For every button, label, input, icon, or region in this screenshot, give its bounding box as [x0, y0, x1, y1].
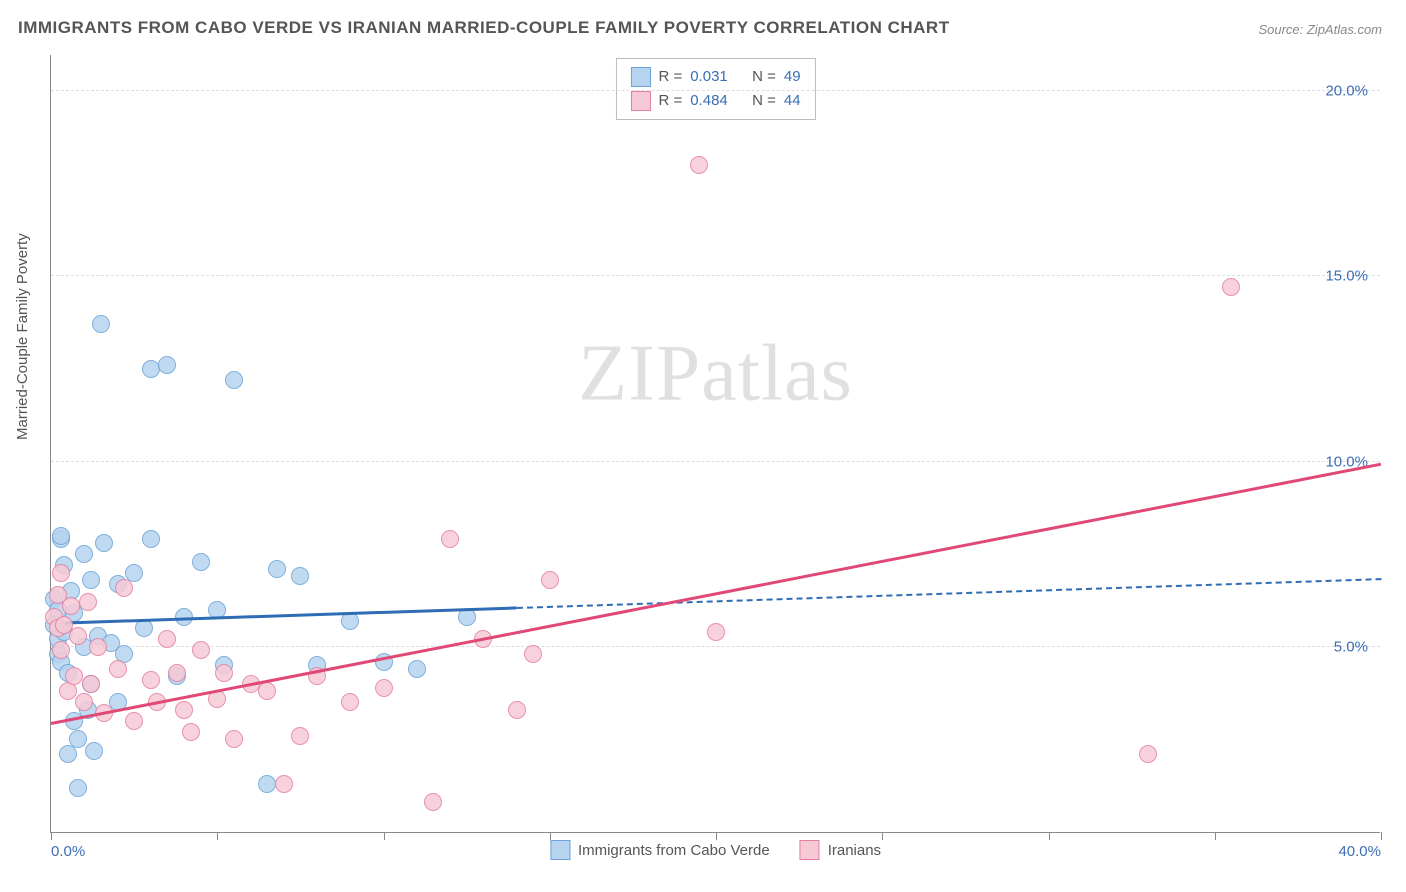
y-axis-label: Married-Couple Family Poverty: [14, 233, 31, 440]
x-tick-label: 40.0%: [1338, 843, 1381, 860]
scatter-point: [192, 641, 210, 659]
scatter-point: [182, 723, 200, 741]
scatter-point: [82, 675, 100, 693]
x-tick: [882, 832, 883, 840]
scatter-point: [1139, 745, 1157, 763]
scatter-point: [541, 571, 559, 589]
legend-item-2: Iranians: [800, 840, 881, 860]
scatter-point: [441, 530, 459, 548]
scatter-point: [341, 693, 359, 711]
scatter-point: [690, 156, 708, 174]
scatter-point: [158, 630, 176, 648]
scatter-point: [75, 693, 93, 711]
gridline: [51, 275, 1380, 276]
scatter-point: [408, 660, 426, 678]
scatter-point: [125, 712, 143, 730]
legend-label-1: Immigrants from Cabo Verde: [578, 842, 770, 859]
scatter-point: [424, 793, 442, 811]
source-label: Source: ZipAtlas.com: [1258, 22, 1382, 37]
x-tick: [550, 832, 551, 840]
legend-swatch-series2: [800, 840, 820, 860]
n-label: N =: [752, 65, 776, 89]
scatter-point: [109, 660, 127, 678]
y-tick-label: 20.0%: [1325, 83, 1368, 100]
scatter-point: [175, 701, 193, 719]
legend-row-2: R = 0.484 N = 44: [630, 89, 800, 113]
scatter-point: [158, 356, 176, 374]
gridline: [51, 646, 1380, 647]
x-tick: [51, 832, 52, 840]
x-tick-label: 0.0%: [51, 843, 85, 860]
legend-swatch-2: [630, 91, 650, 111]
scatter-point: [69, 627, 87, 645]
r-label: R =: [658, 65, 682, 89]
x-tick: [1381, 832, 1382, 840]
scatter-point: [142, 530, 160, 548]
n-value-1: 49: [784, 65, 801, 89]
trend-line: [51, 606, 517, 625]
scatter-point: [142, 360, 160, 378]
scatter-point: [69, 779, 87, 797]
scatter-point: [168, 664, 186, 682]
gridline: [51, 461, 1380, 462]
scatter-point: [82, 571, 100, 589]
scatter-point: [69, 730, 87, 748]
r-value-2: 0.484: [690, 89, 728, 113]
x-tick: [716, 832, 717, 840]
scatter-point: [75, 545, 93, 563]
n-value-2: 44: [784, 89, 801, 113]
scatter-point: [225, 730, 243, 748]
gridline: [51, 90, 1380, 91]
legend-item-1: Immigrants from Cabo Verde: [550, 840, 770, 860]
scatter-point: [85, 742, 103, 760]
scatter-point: [215, 664, 233, 682]
scatter-point: [65, 667, 83, 685]
r-value-1: 0.031: [690, 65, 728, 89]
scatter-point: [524, 645, 542, 663]
series-legend: Immigrants from Cabo Verde Iranians: [550, 840, 881, 860]
r-label: R =: [658, 89, 682, 113]
scatter-point: [79, 593, 97, 611]
scatter-point: [92, 315, 110, 333]
scatter-point: [291, 727, 309, 745]
scatter-point: [115, 579, 133, 597]
scatter-point: [291, 567, 309, 585]
scatter-point: [95, 534, 113, 552]
legend-swatch-1: [630, 67, 650, 87]
y-tick-label: 15.0%: [1325, 268, 1368, 285]
y-tick-label: 5.0%: [1334, 638, 1368, 655]
scatter-point: [268, 560, 286, 578]
scatter-point: [258, 682, 276, 700]
legend-row-1: R = 0.031 N = 49: [630, 65, 800, 89]
x-tick: [217, 832, 218, 840]
chart-title: IMMIGRANTS FROM CABO VERDE VS IRANIAN MA…: [18, 18, 950, 38]
scatter-point: [89, 638, 107, 656]
scatter-point: [707, 623, 725, 641]
scatter-point: [275, 775, 293, 793]
scatter-point: [375, 679, 393, 697]
watermark-zip: ZIP: [578, 329, 701, 417]
x-tick: [384, 832, 385, 840]
scatter-point: [52, 641, 70, 659]
scatter-point: [225, 371, 243, 389]
scatter-point: [192, 553, 210, 571]
legend-label-2: Iranians: [828, 842, 881, 859]
trend-line: [51, 462, 1382, 724]
trend-line: [516, 578, 1381, 609]
correlation-legend: R = 0.031 N = 49 R = 0.484 N = 44: [615, 58, 815, 120]
legend-swatch-series1: [550, 840, 570, 860]
scatter-point: [52, 564, 70, 582]
scatter-point: [62, 597, 80, 615]
scatter-point: [258, 775, 276, 793]
x-tick: [1049, 832, 1050, 840]
x-tick: [1215, 832, 1216, 840]
n-label: N =: [752, 89, 776, 113]
scatter-point: [52, 527, 70, 545]
scatter-point: [508, 701, 526, 719]
plot-area: ZIPatlas R = 0.031 N = 49 R = 0.484 N = …: [50, 55, 1380, 833]
scatter-point: [142, 671, 160, 689]
watermark-atlas: atlas: [701, 329, 853, 417]
watermark: ZIPatlas: [578, 328, 853, 419]
scatter-point: [1222, 278, 1240, 296]
